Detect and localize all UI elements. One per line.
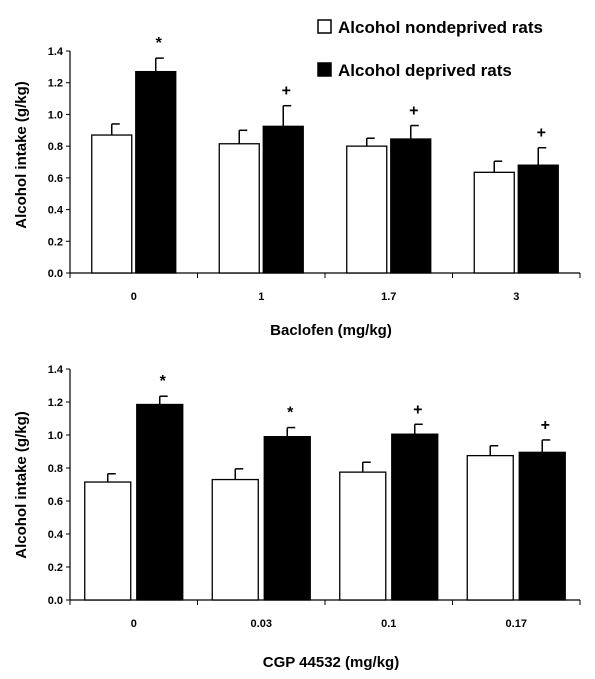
significance-marker: * [160,373,167,390]
significance-marker: + [537,125,546,142]
y-tick-label: 1.0 [48,109,63,121]
bar-nondeprived [84,481,132,601]
y-tick-label: 1.4 [48,364,64,376]
significance-marker: + [282,83,291,100]
y-tick-label: 0.2 [48,236,63,248]
x-tick-label: 1.7 [381,291,396,303]
y-tick-label: 0.2 [48,562,63,574]
x-tick-label: 3 [513,291,519,303]
x-tick-label: 0 [131,291,137,303]
y-tick-label: 0.0 [48,595,63,607]
x-tick-label: 0 [131,618,137,630]
x-axis-title-baclofen: Baclofen (mg/kg) [270,322,392,339]
bar-deprived [136,403,184,601]
y-tick-label: 0.4 [48,205,64,217]
legend-swatch-nondeprived [317,19,332,34]
bar-nondeprived [211,478,259,601]
x-tick-label: 1 [258,291,264,303]
bar-nondeprived [346,145,388,274]
y-tick-label: 1.2 [48,78,63,90]
bar-deprived [390,138,432,274]
y-tick-label: 0.6 [48,173,63,185]
x-tick-label: 0.1 [381,618,396,630]
y-tick-label: 0.8 [48,141,63,153]
bar-deprived [517,164,559,274]
bar-deprived [135,70,177,274]
bar-deprived [518,451,566,601]
legend-label-nondeprived: Alcohol nondeprived rats [338,18,543,37]
y-tick-label: 0.8 [48,463,63,475]
chart-baclofen: 0.0 0.2 0.4 0.6 0.8 1.0 1.2 1.4 0 1 1.7 3 * + + + [48,35,581,303]
x-tick-label: 0.17 [506,618,527,630]
bar-nondeprived [339,471,387,601]
x-tick-label: 0.03 [251,618,272,630]
x-axis-title-cgp44532: CGP 44532 (mg/kg) [263,654,399,671]
bar-nondeprived [466,454,514,601]
bar-nondeprived [473,171,515,274]
significance-marker: * [287,405,294,422]
legend: Alcohol nondeprived rats Alcohol deprive… [317,18,543,80]
y-tick-label: 1.0 [48,430,63,442]
y-tick-label: 1.2 [48,397,63,409]
bar-nondeprived [218,143,260,274]
chart-cgp44532: 0.0 0.2 0.4 0.6 0.8 1.0 1.2 1.4 0 0.03 0.1 0.17 * * + + [48,364,581,630]
legend-swatch-deprived [317,62,332,77]
bar-deprived [391,433,439,601]
bar-deprived [262,125,304,274]
y-tick-label: 1.4 [48,46,64,58]
bar-deprived [263,435,311,601]
significance-marker: + [413,401,422,418]
y-tick-label: 0.4 [48,529,64,541]
significance-marker: + [541,417,550,434]
y-tick-label: 0.6 [48,496,63,508]
bar-nondeprived [91,134,133,274]
y-axis-title-cgp44532: Alcohol intake (g/kg) [13,411,30,559]
y-tick-label: 0.0 [48,268,63,280]
legend-label-deprived: Alcohol deprived rats [338,61,512,80]
significance-marker: + [409,103,418,120]
y-axis-title-baclofen: Alcohol intake (g/kg) [13,81,30,229]
significance-marker: * [156,35,163,52]
